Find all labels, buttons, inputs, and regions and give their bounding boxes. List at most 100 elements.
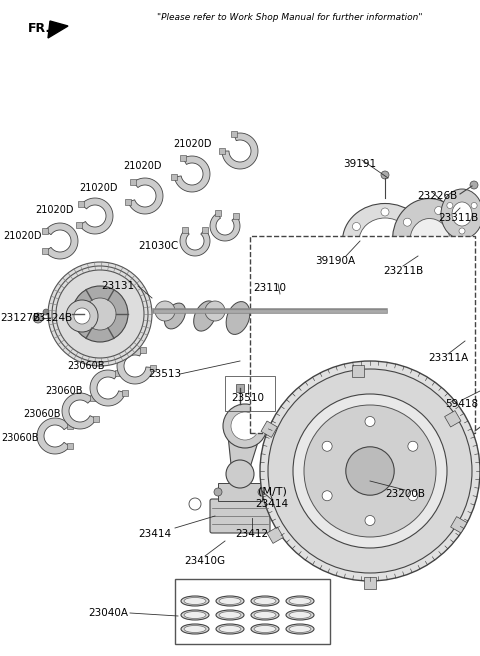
Circle shape: [408, 441, 418, 451]
Circle shape: [260, 361, 480, 581]
Ellipse shape: [184, 626, 206, 632]
Text: 23510: 23510: [231, 393, 264, 403]
Text: 23200B: 23200B: [385, 489, 425, 499]
Circle shape: [84, 298, 116, 330]
Text: 23211B: 23211B: [383, 266, 423, 276]
Bar: [218, 483, 262, 501]
Text: 21020D: 21020D: [79, 183, 117, 193]
Bar: [125, 199, 131, 205]
Text: 21030C: 21030C: [138, 241, 178, 251]
Polygon shape: [210, 213, 240, 241]
Circle shape: [365, 417, 375, 426]
Circle shape: [459, 228, 465, 234]
Text: 21020D: 21020D: [123, 161, 161, 171]
Bar: [171, 174, 177, 180]
Circle shape: [381, 266, 389, 274]
Ellipse shape: [255, 302, 280, 338]
Ellipse shape: [184, 598, 206, 604]
Circle shape: [322, 491, 332, 501]
Circle shape: [304, 405, 436, 537]
Bar: [182, 226, 188, 232]
Bar: [225, 376, 275, 411]
Circle shape: [223, 404, 267, 448]
Circle shape: [352, 251, 360, 260]
Circle shape: [365, 516, 375, 525]
Circle shape: [471, 203, 477, 209]
Text: 23110: 23110: [253, 283, 287, 293]
Bar: [122, 390, 128, 396]
Ellipse shape: [251, 610, 279, 620]
Text: 23060B: 23060B: [23, 409, 61, 419]
Bar: [115, 370, 121, 377]
Ellipse shape: [226, 302, 250, 335]
Bar: [76, 222, 83, 228]
Bar: [231, 131, 237, 137]
Bar: [140, 346, 145, 353]
Ellipse shape: [181, 610, 209, 620]
Text: 23040A: 23040A: [88, 608, 128, 618]
Ellipse shape: [393, 199, 468, 283]
Text: 23060B: 23060B: [67, 361, 105, 371]
Text: 39191: 39191: [343, 159, 377, 169]
Text: 23060B: 23060B: [1, 433, 39, 443]
Bar: [78, 201, 84, 207]
Polygon shape: [79, 198, 113, 234]
Circle shape: [322, 441, 332, 451]
Circle shape: [52, 266, 148, 362]
Polygon shape: [48, 21, 68, 38]
Bar: [150, 365, 156, 371]
Ellipse shape: [315, 305, 335, 337]
Bar: [42, 249, 48, 255]
Ellipse shape: [286, 610, 314, 620]
Ellipse shape: [181, 624, 209, 634]
Circle shape: [435, 207, 443, 215]
Text: 23060B: 23060B: [45, 386, 83, 396]
Text: 23513: 23513: [148, 369, 181, 379]
Bar: [352, 365, 364, 377]
Ellipse shape: [286, 596, 314, 606]
Ellipse shape: [251, 596, 279, 606]
Text: 23414: 23414: [255, 499, 288, 509]
Ellipse shape: [289, 611, 311, 619]
Circle shape: [381, 171, 389, 179]
Polygon shape: [180, 230, 210, 256]
Circle shape: [355, 301, 375, 321]
Bar: [202, 226, 208, 232]
Bar: [42, 228, 48, 234]
Bar: [233, 213, 240, 219]
Ellipse shape: [254, 626, 276, 632]
Bar: [215, 210, 220, 216]
Bar: [175, 579, 330, 644]
Polygon shape: [90, 370, 125, 406]
Circle shape: [214, 488, 222, 496]
Text: "Please refer to Work Shop Manual for further information": "Please refer to Work Shop Manual for fu…: [157, 14, 423, 22]
Bar: [451, 517, 467, 533]
Circle shape: [454, 237, 462, 245]
Polygon shape: [37, 418, 70, 454]
Text: 23226B: 23226B: [417, 191, 457, 201]
Bar: [236, 384, 244, 392]
Circle shape: [255, 301, 275, 321]
Ellipse shape: [289, 598, 311, 604]
Bar: [250, 236, 475, 433]
Bar: [90, 396, 96, 401]
Ellipse shape: [343, 203, 428, 279]
Circle shape: [293, 394, 447, 548]
Bar: [180, 155, 186, 161]
Text: 21020D: 21020D: [36, 205, 74, 215]
Circle shape: [403, 256, 411, 264]
Text: 23127B: 23127B: [0, 313, 40, 323]
Circle shape: [48, 262, 152, 366]
Circle shape: [409, 222, 418, 230]
Ellipse shape: [284, 486, 296, 506]
Ellipse shape: [359, 218, 411, 264]
Ellipse shape: [287, 303, 310, 337]
Text: 23131: 23131: [101, 281, 134, 291]
Circle shape: [435, 268, 443, 276]
Circle shape: [226, 460, 254, 488]
Text: 21020D: 21020D: [3, 231, 41, 241]
Ellipse shape: [184, 611, 206, 619]
Polygon shape: [222, 133, 258, 169]
Polygon shape: [45, 223, 78, 259]
Ellipse shape: [452, 202, 472, 226]
